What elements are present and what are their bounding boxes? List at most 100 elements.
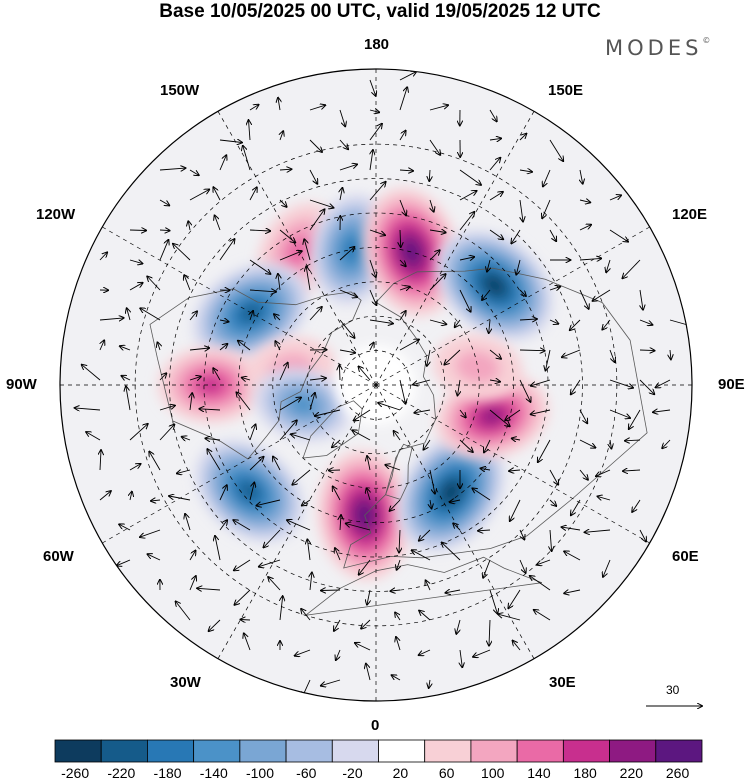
wind-vector [369, 79, 376, 96]
wind-vector [249, 425, 256, 441]
wind-vector [481, 468, 491, 470]
wind-vector [459, 257, 474, 260]
reference-vector-label: 30 [666, 683, 680, 697]
wind-vector [598, 496, 611, 500]
colorbar-tick-label: 100 [481, 765, 505, 781]
anomaly-center-negative [254, 367, 352, 442]
lon-label-90w: 90W [6, 376, 37, 393]
wind-vector [99, 252, 107, 261]
wind-vector [129, 230, 146, 231]
wind-vector [159, 406, 175, 411]
wind-vector [159, 168, 185, 170]
colorbar-tick-label: 20 [392, 765, 409, 781]
lon-label-0: 0 [371, 717, 380, 734]
colorbar-swatch [193, 739, 241, 763]
wind-vector [149, 452, 161, 471]
wind-vector [609, 379, 633, 388]
wind-vector [400, 229, 401, 247]
wind-vector [399, 72, 416, 81]
anomaly-center-negative [195, 439, 304, 543]
wind-vector [519, 134, 526, 141]
wind-vector [549, 287, 560, 290]
wind-vector [361, 619, 371, 629]
wind-vector [489, 589, 497, 614]
wind-vector [429, 230, 446, 233]
wind-vector [169, 496, 191, 501]
wind-vector [310, 573, 312, 591]
wind-vector [399, 311, 406, 321]
wind-vector [233, 520, 251, 531]
colorbar-swatch [516, 739, 564, 763]
wind-vector [519, 170, 532, 172]
wind-vector [339, 247, 354, 261]
wind-vector [489, 380, 500, 382]
wind-vector [546, 349, 551, 370]
lon-label-150e: 150E [548, 82, 584, 99]
wind-vector [339, 365, 340, 381]
wind-vector [370, 150, 373, 171]
wind-vector [505, 409, 521, 420]
wind-vector [459, 409, 466, 417]
colorbar-tick-label: -60 [296, 765, 317, 781]
wind-vector [279, 169, 291, 170]
wind-vector [189, 169, 199, 175]
wind-vector [339, 289, 357, 297]
wind-vector [459, 289, 471, 312]
wind-vector [306, 267, 311, 291]
wind-vector [249, 230, 270, 231]
lon-label-60e: 60E [672, 548, 699, 565]
wind-vector [275, 341, 281, 351]
wind-vector [309, 105, 325, 111]
wind-vector [140, 529, 161, 537]
wind-vector [391, 590, 401, 591]
wind-vector [321, 679, 341, 686]
colorbar-tick-label: -20 [342, 765, 363, 781]
wind-vector [279, 229, 295, 243]
wind-vector [429, 469, 435, 494]
wind-vector [489, 138, 501, 140]
wind-vector [596, 469, 611, 476]
wind-vector [335, 548, 341, 561]
wind-vector [511, 229, 521, 243]
wind-vector [399, 199, 406, 215]
lon-label-30e: 30E [549, 674, 576, 691]
wind-vector [603, 559, 611, 577]
wind-vector [579, 409, 587, 423]
wind-vector [549, 499, 556, 506]
wind-vector [369, 182, 386, 201]
lon-label-90e: 90E [718, 376, 745, 393]
wind-vector [243, 146, 251, 171]
wind-vector [442, 543, 461, 561]
wind-vector [629, 409, 641, 429]
wind-vector [399, 259, 406, 266]
lon-label-30w: 30W [170, 674, 201, 691]
lon-label-60w: 60W [43, 548, 74, 565]
wind-vector [579, 439, 595, 448]
wind-vector [292, 469, 311, 485]
wind-vector [564, 551, 581, 561]
wind-vector [159, 230, 170, 231]
wind-vector [213, 187, 221, 201]
wind-vector [279, 363, 288, 381]
wind-vector [238, 341, 251, 351]
lon-label-180: 180 [364, 36, 390, 53]
wind-vector [593, 289, 611, 301]
latitude-circle [272, 281, 480, 489]
wind-vector [309, 169, 317, 184]
wind-vector [369, 319, 393, 324]
wind-vector [390, 499, 401, 511]
wind-vector [460, 649, 462, 667]
colorbar-swatch [239, 739, 287, 763]
wind-vector [173, 244, 191, 261]
wind-vector [189, 348, 209, 350]
wind-vector [249, 483, 254, 501]
brand-mark: © [702, 36, 711, 45]
colorbar-swatch [54, 739, 102, 763]
wind-vector [429, 139, 440, 155]
wind-vector [242, 378, 251, 380]
wind-vector [459, 212, 474, 231]
wind-vector [519, 289, 526, 296]
wind-vector [99, 491, 111, 501]
colorbar-tick-label: -220 [107, 765, 136, 781]
wind-vector [309, 307, 322, 321]
